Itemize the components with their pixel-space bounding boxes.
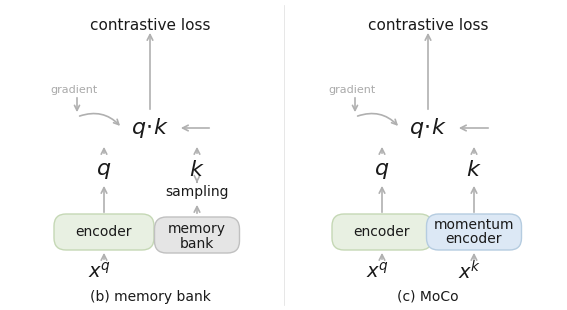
Text: memory: memory	[168, 222, 226, 236]
Text: $q\!\cdot\! k$: $q\!\cdot\! k$	[409, 116, 447, 140]
Text: encoder: encoder	[354, 225, 411, 239]
Text: $x^k$: $x^k$	[458, 260, 481, 284]
Text: encoder: encoder	[76, 225, 132, 239]
Text: $k$: $k$	[466, 159, 482, 181]
Text: $k$: $k$	[189, 159, 205, 181]
Text: $q$: $q$	[96, 159, 112, 181]
Text: $x^q$: $x^q$	[88, 262, 112, 282]
Text: sampling: sampling	[165, 185, 229, 199]
FancyBboxPatch shape	[332, 214, 432, 250]
Text: gradient: gradient	[50, 85, 98, 95]
Text: encoder: encoder	[446, 232, 502, 246]
FancyBboxPatch shape	[154, 217, 239, 253]
Text: contrastive loss: contrastive loss	[368, 18, 488, 33]
Text: $q\!\cdot\! k$: $q\!\cdot\! k$	[131, 116, 169, 140]
Text: $x^q$: $x^q$	[366, 262, 390, 282]
Text: bank: bank	[180, 237, 214, 251]
Text: $q$: $q$	[374, 159, 390, 181]
Text: (c) MoCo: (c) MoCo	[397, 290, 459, 304]
FancyBboxPatch shape	[54, 214, 154, 250]
Text: momentum: momentum	[434, 218, 514, 232]
Text: gradient: gradient	[328, 85, 375, 95]
Text: (b) memory bank: (b) memory bank	[90, 290, 210, 304]
Text: contrastive loss: contrastive loss	[90, 18, 210, 33]
FancyBboxPatch shape	[426, 214, 522, 250]
